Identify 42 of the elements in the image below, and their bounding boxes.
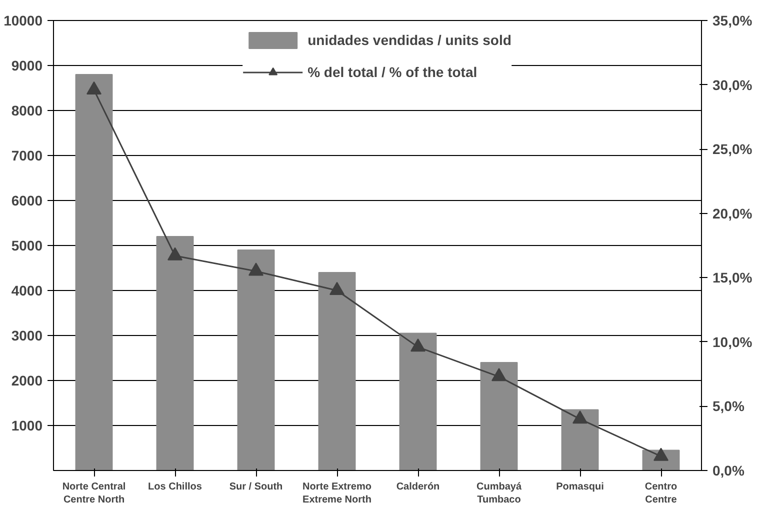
x-tick-label: Los Chillos [148, 482, 202, 492]
y-tick-label: 9000 [11, 58, 43, 74]
point [86, 81, 102, 94]
point [492, 368, 506, 382]
y-tick-label: 6000 [11, 192, 43, 208]
x-tick-label: Calderón [396, 482, 440, 492]
point [410, 338, 426, 352]
bar [480, 362, 518, 470]
y-tick-label: 5000 [11, 238, 43, 254]
legend-label: unidades vendidas / units sold [308, 32, 512, 48]
bar [561, 409, 599, 470]
y-tick-label: 4000 [11, 282, 43, 298]
bar [156, 236, 194, 470]
point [330, 282, 344, 296]
bar [399, 332, 437, 470]
point [572, 410, 588, 424]
x-tick-label: Norte Extremo Extreme North [302, 482, 372, 506]
bar [75, 74, 113, 470]
x-tick-label: Centro Centre [644, 482, 678, 506]
y2-tick-label: 5,0% [712, 398, 745, 414]
y2-tick-label: 10,0% [712, 334, 753, 350]
point [168, 247, 182, 260]
x-tick-label: Cumbayá Tumbaco [476, 482, 522, 506]
y-tick-label: 7000 [11, 148, 43, 164]
y2-tick-label: 0,0% [712, 462, 745, 478]
bar [237, 250, 275, 470]
y2-tick-label: 35,0% [712, 12, 753, 28]
y-tick-label: 2000 [11, 372, 43, 388]
y-tick-label: 3000 [11, 328, 43, 344]
y2-tick-label: 25,0% [712, 141, 753, 158]
y2-tick-label: 20,0% [712, 205, 753, 222]
bar [318, 272, 356, 470]
y2-tick-label: 15,0% [712, 270, 753, 286]
legend-label: % del total / % of the total [308, 64, 478, 80]
x-tick-label: Norte Central Centre North [62, 482, 126, 506]
x-tick-label: Sur / South [229, 482, 283, 492]
y2-tick-label: 30,0% [712, 76, 753, 93]
y-tick-label: 8000 [11, 102, 43, 118]
y-tick-label: 1000 [11, 418, 43, 434]
y-tick-label: 10000 [4, 12, 43, 28]
point [248, 262, 264, 276]
x-tick-label: Pomasqui [556, 482, 604, 492]
